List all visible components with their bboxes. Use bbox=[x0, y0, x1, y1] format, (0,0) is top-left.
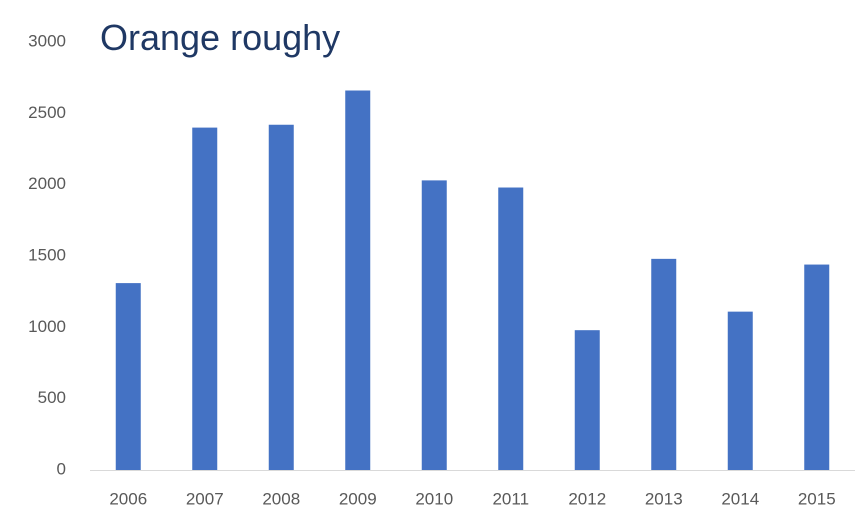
bar bbox=[498, 187, 524, 470]
y-tick-label: 500 bbox=[38, 388, 66, 407]
bar bbox=[268, 124, 294, 470]
x-tick-label: 2015 bbox=[798, 489, 836, 508]
x-tick-label: 2007 bbox=[186, 489, 224, 508]
bar bbox=[804, 264, 830, 470]
bar bbox=[421, 180, 447, 471]
y-tick-label: 2000 bbox=[28, 174, 66, 193]
x-tick-label: 2012 bbox=[568, 489, 606, 508]
y-tick-label: 2500 bbox=[28, 103, 66, 122]
bar bbox=[574, 330, 600, 470]
x-tick-label: 2014 bbox=[721, 489, 759, 508]
x-tick-label: 2008 bbox=[262, 489, 300, 508]
x-tick-label: 2011 bbox=[492, 489, 529, 508]
y-tick-label: 3000 bbox=[28, 31, 66, 50]
chart-title: Orange roughy bbox=[100, 17, 340, 58]
y-tick-label: 1000 bbox=[28, 317, 66, 336]
x-tick-label: 2009 bbox=[339, 489, 377, 508]
y-tick-label: 1500 bbox=[28, 245, 66, 264]
bar bbox=[192, 127, 218, 470]
bar bbox=[115, 283, 141, 470]
bar bbox=[651, 258, 677, 470]
x-tick-label: 2006 bbox=[109, 489, 147, 508]
bar bbox=[727, 311, 753, 470]
y-tick-label: 0 bbox=[57, 459, 66, 478]
x-tick-label: 2013 bbox=[645, 489, 683, 508]
x-tick-label: 2010 bbox=[415, 489, 453, 508]
bar bbox=[345, 90, 371, 471]
